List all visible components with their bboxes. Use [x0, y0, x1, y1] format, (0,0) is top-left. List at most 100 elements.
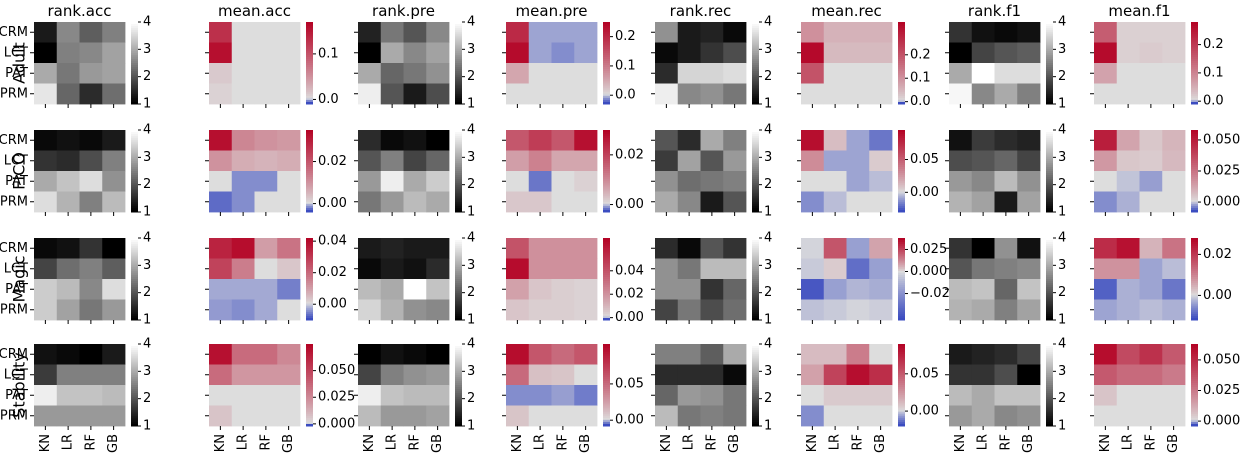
colorbar-segment — [455, 199, 462, 203]
colorbar-segment — [898, 83, 905, 87]
heatmap-cell-fico-rank-rec-lct-kn — [655, 150, 679, 172]
heatmap-cell-adult-mean-rec-crm-lr — [823, 22, 847, 43]
heatmap-cell-stability-mean-pre-prm-gb — [574, 405, 598, 427]
heatmap-cell-magic-mean-rec-prm-lr — [823, 299, 847, 321]
colorbar-segment — [1191, 256, 1198, 259]
colorbar-segment — [131, 417, 138, 421]
heatmap-cell-adult-mean-pre-lct-lr — [528, 42, 552, 64]
colorbar-segment — [603, 142, 610, 145]
y-tick-label-lct: LCT — [4, 367, 28, 382]
heatmap-cell-stability-rank-rec-crm-kn — [655, 344, 679, 365]
heatmap-cell-stability-mean-f1-prm-rf — [1139, 405, 1163, 427]
colorbar-segment — [1046, 87, 1053, 91]
heatmap-cell-stability-mean-rec-crm-kn — [801, 344, 825, 365]
colorbar-segment — [131, 395, 138, 398]
heatmap-cell-adult-rank-acc-pat-lr — [56, 63, 80, 84]
colorbar-segment — [1046, 268, 1053, 272]
heatmap-cell-magic-mean-pre-prm-lr — [528, 299, 552, 321]
colorbar-segment — [752, 60, 759, 64]
colorbar-segment — [306, 317, 313, 321]
heatmap-cell-adult-mean-f1-crm-lr — [1116, 22, 1140, 43]
colorbar-segment — [306, 385, 313, 388]
colorbar-segment — [131, 79, 138, 82]
colorbar-segment — [603, 197, 610, 201]
colorbar-segment — [1191, 372, 1198, 376]
colorbar-segment — [1046, 256, 1053, 259]
colorbar-segment — [603, 283, 610, 286]
colorbar-segment — [898, 91, 905, 95]
colorbar-segment — [455, 87, 462, 91]
colorbar-segment — [306, 179, 313, 182]
heatmap-cell-magic-mean-rec-crm-kn — [801, 238, 825, 259]
colorbar-segment — [898, 164, 905, 168]
colorbar-segment — [306, 272, 313, 276]
heatmap-cell-magic-mean-rec-crm-rf — [846, 238, 870, 259]
colorbar-segment — [1046, 199, 1053, 203]
heatmap-cell-adult-mean-acc-prm-gb — [277, 83, 301, 105]
colorbar-segment — [131, 199, 138, 203]
colorbar-segment — [455, 378, 462, 382]
colorbar-segment — [1046, 203, 1053, 207]
colorbar-segment — [1191, 191, 1198, 195]
colorbar-tick-label: 1 — [467, 97, 475, 112]
heatmap-cell-fico-mean-pre-lct-lr — [528, 150, 552, 172]
colorbar-segment — [131, 368, 138, 372]
heatmap-cell-adult-mean-f1-lct-kn — [1094, 42, 1118, 64]
colorbar-segment — [1191, 197, 1198, 201]
colorbar-tick-label: 0.00 — [1203, 288, 1232, 303]
colorbar-segment — [898, 297, 905, 300]
colorbar-segment — [898, 372, 905, 376]
colorbar-segment — [603, 423, 610, 427]
colorbar-segment — [455, 79, 462, 82]
colorbar-segment — [603, 372, 610, 376]
colorbar-segment — [455, 164, 462, 168]
colorbar-segment — [455, 40, 462, 43]
heatmap-cell-magic-mean-rec-prm-gb — [869, 299, 893, 321]
colorbar-segment — [306, 177, 313, 180]
colorbar-segment — [752, 54, 759, 58]
colorbar-segment — [898, 370, 905, 374]
colorbar-segment — [1191, 187, 1198, 190]
colorbar-segment — [306, 370, 313, 374]
heatmap-cell-adult-mean-acc-prm-kn — [209, 83, 233, 105]
colorbar-segment — [898, 260, 905, 264]
colorbar-segment — [306, 101, 313, 105]
heatmap-cell-fico-mean-rec-lct-kn — [801, 150, 825, 172]
colorbar-segment — [455, 409, 462, 413]
colorbar-segment — [1191, 348, 1198, 351]
colorbar-segment — [455, 197, 462, 201]
heatmap-cell-adult-rank-pre-crm-lr — [380, 22, 404, 43]
colorbar-segment — [603, 297, 610, 300]
heatmap-cell-magic-rank-rec-crm-gb — [723, 238, 747, 259]
y-tick-label-pat: PAT — [5, 174, 28, 189]
heatmap-cell-magic-rank-f1-crm-rf — [994, 238, 1018, 259]
heatmap-cell-stability-rank-rec-prm-rf — [700, 405, 724, 427]
colorbar-tick-label: 2 — [764, 69, 772, 84]
colorbar-segment — [752, 380, 759, 384]
colorbar-segment — [898, 101, 905, 105]
heatmap-cell-adult-rank-f1-lct-gb — [1017, 42, 1041, 64]
colorbar-segment — [1191, 293, 1198, 296]
colorbar-segment — [603, 26, 610, 29]
colorbar-segment — [455, 293, 462, 296]
colorbar-segment — [306, 181, 313, 184]
colorbar-tick-label: 0.02 — [318, 154, 347, 169]
colorbar-segment — [306, 207, 313, 211]
colorbar-segment — [306, 260, 313, 264]
colorbar-segment — [455, 407, 462, 411]
heatmap-cell-stability-mean-pre-crm-lr — [528, 344, 552, 365]
colorbar-segment — [603, 405, 610, 409]
colorbar-segment — [1191, 175, 1198, 178]
colorbar-segment — [455, 299, 462, 303]
colorbar-segment — [752, 268, 759, 272]
heatmap-cell-fico-mean-acc-crm-gb — [277, 130, 301, 151]
colorbar-segment — [131, 295, 138, 298]
heatmap-cell-adult-rank-f1-pat-lr — [971, 63, 995, 84]
colorbar-segment — [1046, 193, 1053, 197]
colorbar-segment — [1191, 203, 1198, 207]
heatmap-cell-adult-rank-rec-pat-gb — [723, 63, 747, 84]
colorbar-segment — [131, 364, 138, 368]
colorbar-segment — [1191, 258, 1198, 262]
heatmap-cell-fico-rank-rec-lct-gb — [723, 150, 747, 172]
colorbar-segment — [1191, 93, 1198, 97]
